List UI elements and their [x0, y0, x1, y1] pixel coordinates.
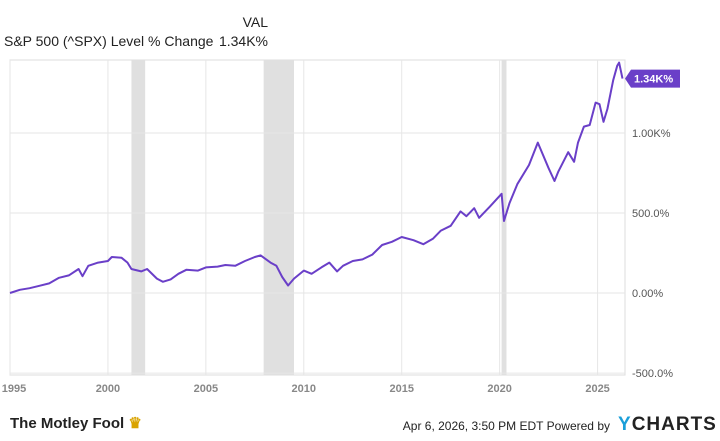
series-line — [9, 61, 624, 294]
y-tick-label: -500.0% — [632, 368, 673, 380]
y-tick-label: 500.0% — [632, 208, 670, 220]
last-value-label: 1.34K% — [634, 74, 673, 86]
x-tick-label: 2020 — [487, 383, 511, 395]
last-value-tag — [625, 69, 680, 88]
x-tick-label: 1995 — [2, 383, 26, 395]
x-tick-label: 2000 — [96, 383, 120, 395]
ycharts-logo-text: CHARTS — [631, 414, 717, 435]
y-tick-label: 1.00K% — [632, 128, 671, 140]
recession-band — [263, 60, 294, 375]
value-column-header: VAL — [242, 14, 268, 30]
y-tick-label: 0.00% — [632, 288, 663, 300]
timestamp: Apr 6, 2026, 3:50 PM EDT Powered by — [402, 419, 610, 433]
plot-area — [9, 59, 626, 376]
x-tick-label: 2010 — [292, 383, 316, 395]
ycharts-logo[interactable]: YCHARTS — [618, 414, 717, 435]
x-tick-label: 2025 — [585, 383, 609, 395]
recession-band — [131, 60, 146, 375]
x-tick-label: 2005 — [194, 383, 218, 395]
series-legend-value: 1.34K% — [218, 33, 268, 49]
motley-fool-logo-text: The Motley Fool — [10, 415, 125, 432]
jester-hat-icon: ♛ — [128, 415, 142, 432]
x-tick-label: 2015 — [389, 383, 413, 395]
motley-fool-logo: The Motley Fool ♛ — [10, 414, 142, 432]
series-legend-label: S&P 500 (^SPX) Level % Change — [4, 33, 214, 49]
